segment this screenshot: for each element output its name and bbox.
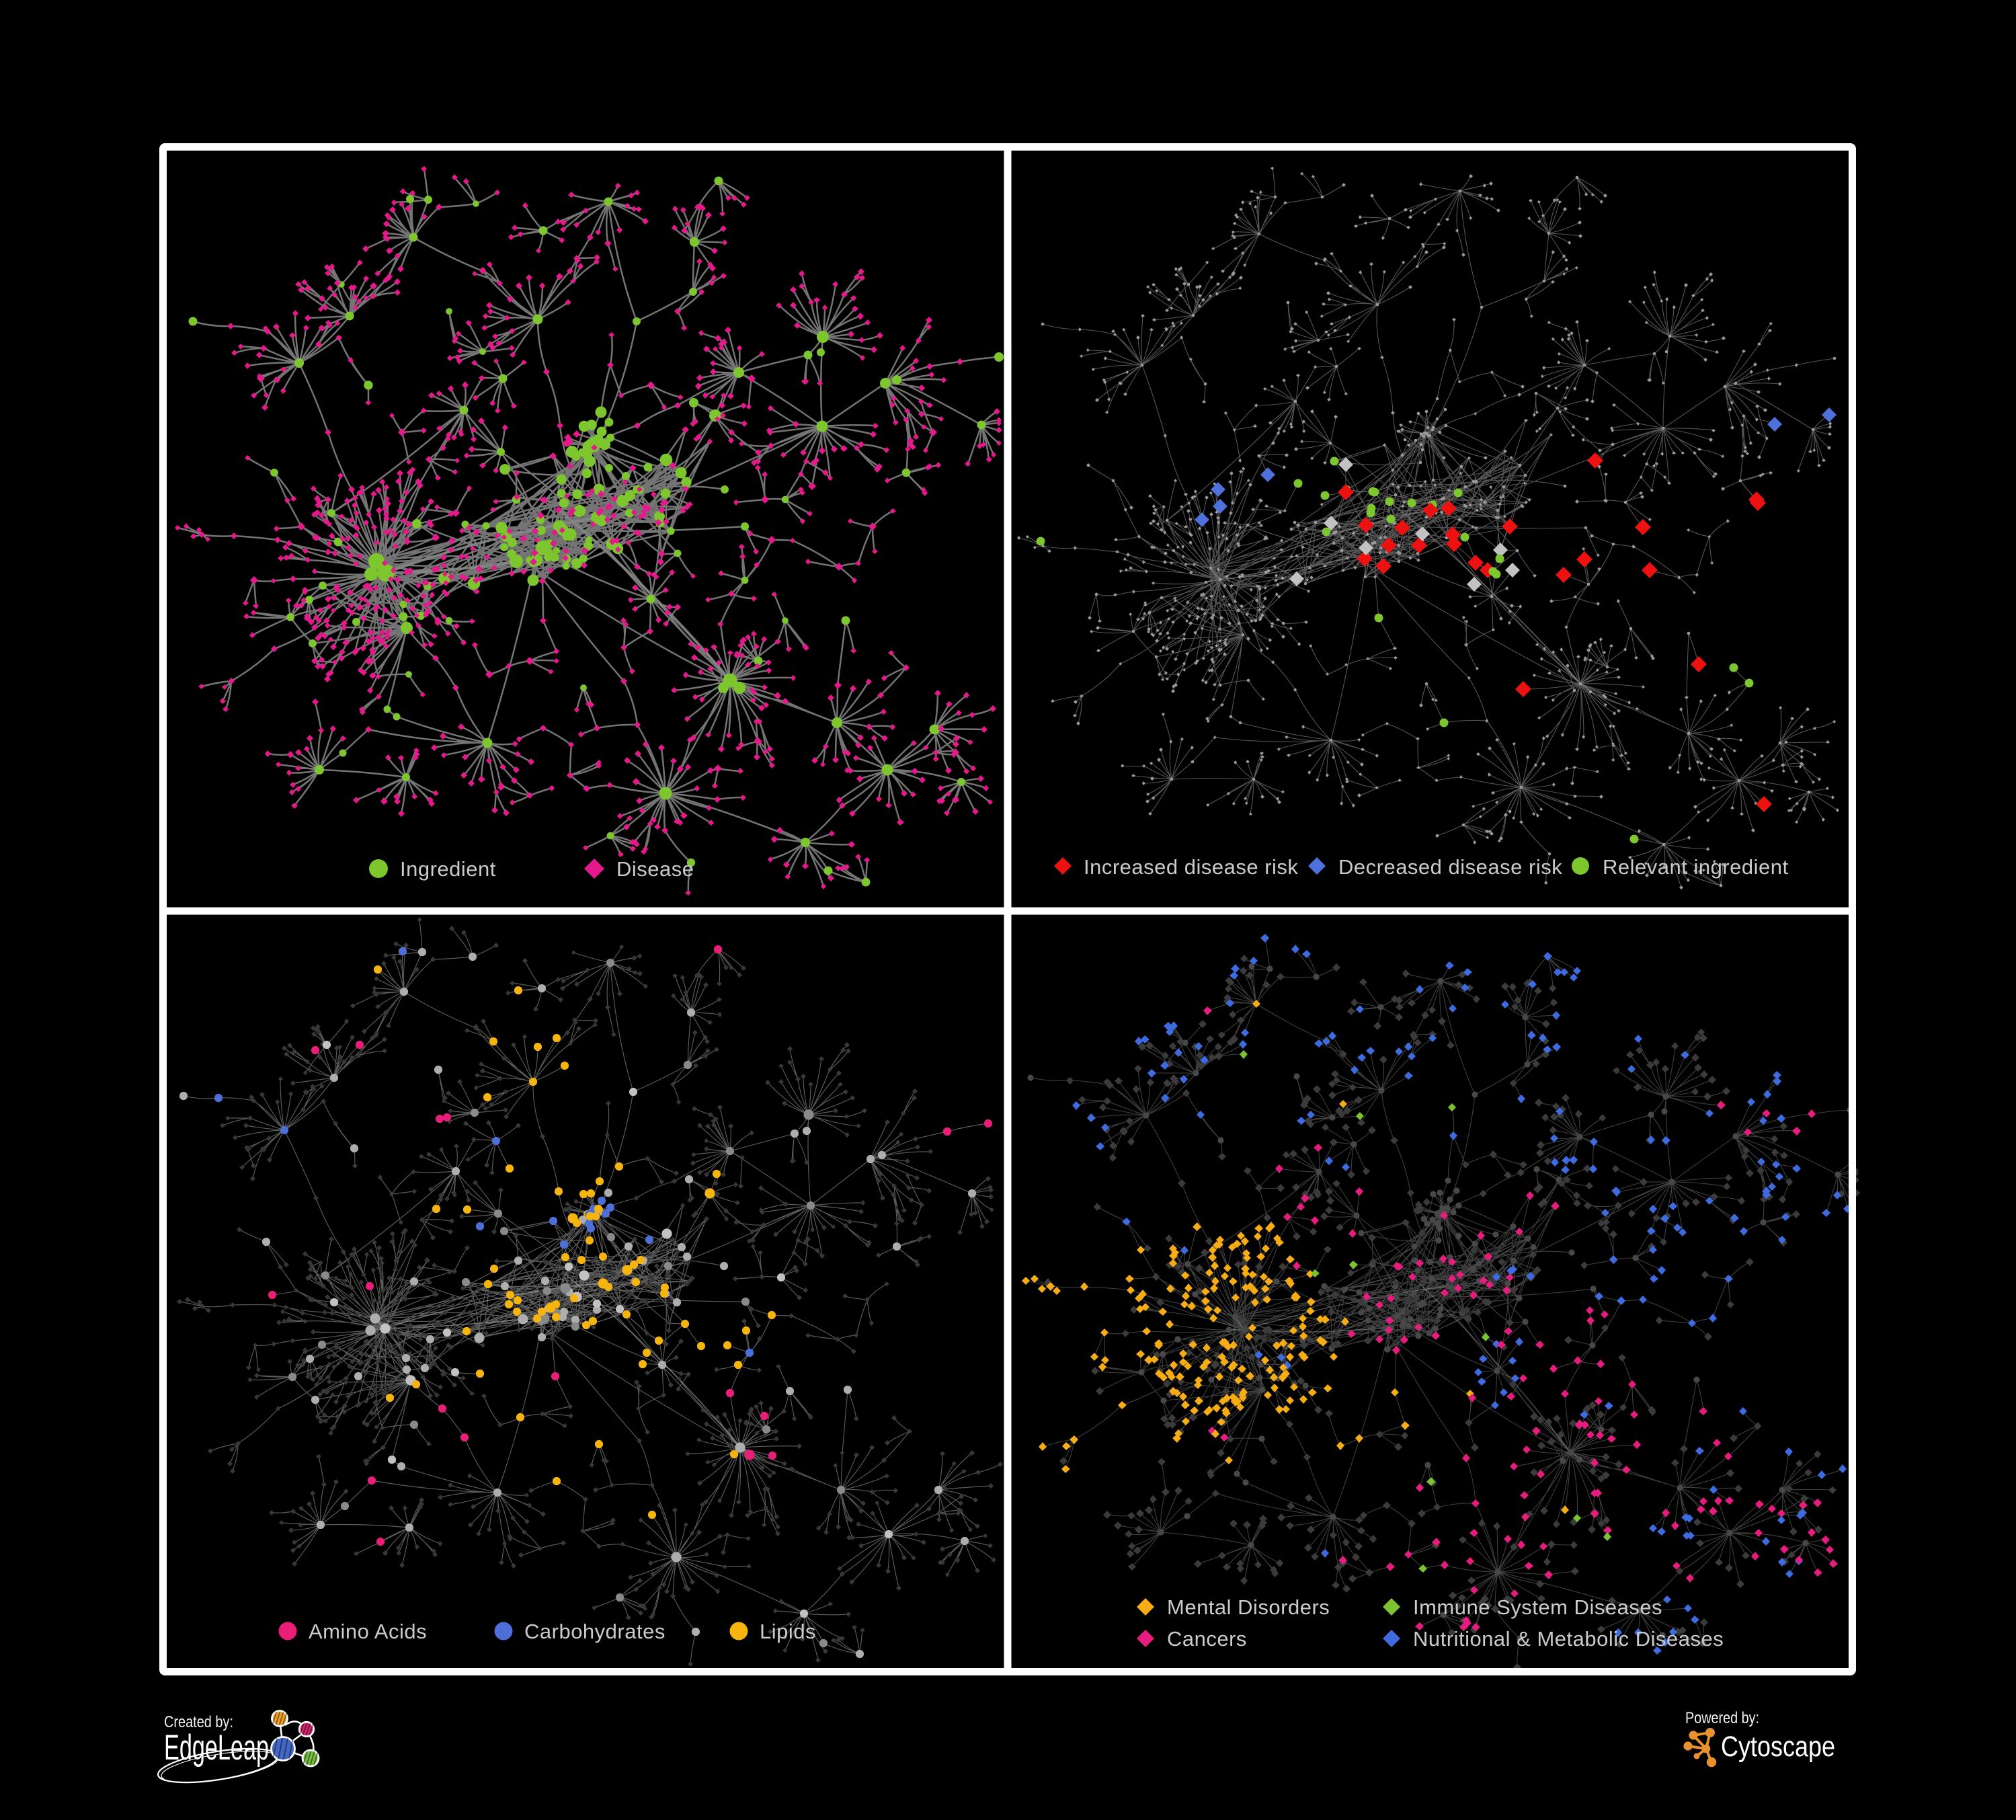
svg-text:Cytoscape: Cytoscape [1721, 1731, 1835, 1763]
svg-text:Immune System Diseases: Immune System Diseases [1413, 1595, 1662, 1619]
svg-text:Created by:: Created by: [164, 1713, 233, 1731]
svg-text:Powered by:: Powered by: [1685, 1709, 1759, 1727]
svg-text:Carbohydrates: Carbohydrates [524, 1620, 666, 1643]
svg-text:Cancers: Cancers [1167, 1627, 1247, 1651]
svg-text:Relevant ingredient: Relevant ingredient [1603, 855, 1789, 879]
svg-text:Amino Acids: Amino Acids [309, 1620, 427, 1643]
svg-text:Nutritional & Metabolic Diseas: Nutritional & Metabolic Diseases [1413, 1627, 1724, 1651]
svg-text:Ingredient: Ingredient [400, 857, 496, 881]
svg-text:Mental Disorders: Mental Disorders [1167, 1595, 1330, 1619]
svg-text:Lipids: Lipids [760, 1620, 816, 1643]
svg-text:Decreased disease risk: Decreased disease risk [1338, 855, 1562, 879]
svg-text:Disease: Disease [616, 857, 694, 881]
svg-text:EdgeLeap: EdgeLeap [164, 1728, 269, 1768]
svg-text:Increased disease risk: Increased disease risk [1084, 855, 1298, 879]
